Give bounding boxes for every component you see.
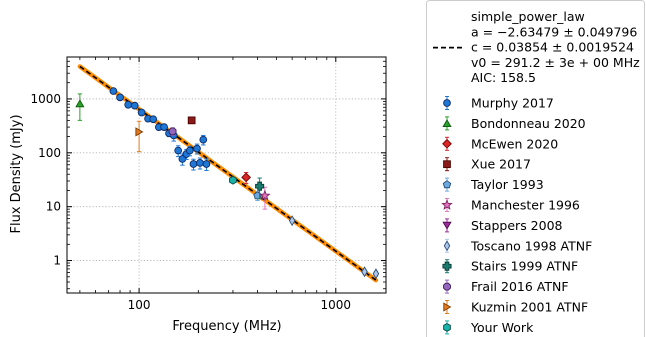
data-point [135,127,144,137]
data-point [124,100,133,109]
legend-label: Xue 2017 [471,157,531,172]
data-point [361,266,368,278]
legend-fit-text: simple_power_law [471,9,585,24]
legend-label: McEwen 2020 [471,136,558,151]
series-5 [259,186,271,210]
legend-marker [443,282,451,291]
series-0 [109,87,211,171]
data-point [288,215,296,227]
legend-label: Stappers 2008 [471,218,563,233]
y-axis-label: Flux Density (mJy) [9,114,24,233]
legend-label: Stairs 1999 ATNF [471,259,578,274]
legend-marker [442,119,452,128]
legend-marker [443,302,452,312]
legend-marker [442,261,452,271]
series-1 [75,93,85,121]
data-point [109,87,118,95]
legend-label: Your Work [470,320,534,335]
data-point [160,123,168,131]
series-8 [255,177,265,200]
data-point [168,127,177,136]
legend-fit-text: a = −2.63479 ± 0.049796 [471,24,637,39]
legend-marker [441,198,453,210]
legend-frame [426,0,645,337]
data-point [189,160,198,168]
y-tick-label: 1000 [30,92,61,106]
legend-label: Murphy 2017 [471,96,554,111]
data-point [185,146,194,155]
data-point [149,115,158,124]
x-tick-label: 1000 [321,298,352,312]
legend-label: Frail 2016 ATNF [471,279,569,294]
data-point [137,108,146,117]
legend-fit-text: v0 = 291.2 ± 3e + 00 MHz [471,55,640,70]
legend-marker [443,99,451,107]
data-points [75,87,380,280]
data-point [187,116,196,125]
plot-frame [66,56,387,294]
data-point [193,144,201,153]
data-point [372,268,380,280]
series-9 [168,127,177,136]
legend-marker [442,138,452,149]
series-7 [288,215,380,280]
data-point [75,99,85,108]
legend-label: Bondonneau 2020 [471,116,586,131]
legend-marker [442,221,452,230]
legend-label: Taylor 1993 [470,177,544,192]
legend-marker [442,180,452,189]
series-2 [241,172,251,184]
data-point [255,181,265,191]
legend-marker [443,160,451,169]
legend-fit-text: AIC: 158.5 [471,70,536,85]
data-point [202,160,211,168]
grid-lines [67,57,386,293]
data-point [116,93,124,102]
legend-fit-text: c = 0.03854 ± 0.0019524 [471,40,634,55]
data-point [130,101,139,110]
series-10 [135,120,144,153]
y-tick-label: 10 [46,200,61,214]
legend-label: Manchester 1996 [471,198,580,213]
x-axis-label: Frequency (MHz) [172,319,281,334]
data-point [241,172,251,183]
series-11 [229,175,237,185]
y-tick-label: 100 [38,146,61,160]
legend-label: Toscano 1998 ATNF [470,238,592,253]
data-point [196,159,204,167]
x-tick-label: 100 [128,298,151,312]
legend-marker [443,240,451,252]
legend-label: Kuzmin 2001 ATNF [471,300,588,315]
data-point [174,146,183,155]
data-point [259,189,271,201]
data-point [178,155,187,163]
axes: 100 1000 1 10 100 1000 [30,56,387,312]
data-point [229,175,237,185]
y-tick-label: 1 [53,254,61,268]
series-3 [187,116,196,125]
data-point [199,135,208,144]
legend-marker [443,322,451,332]
